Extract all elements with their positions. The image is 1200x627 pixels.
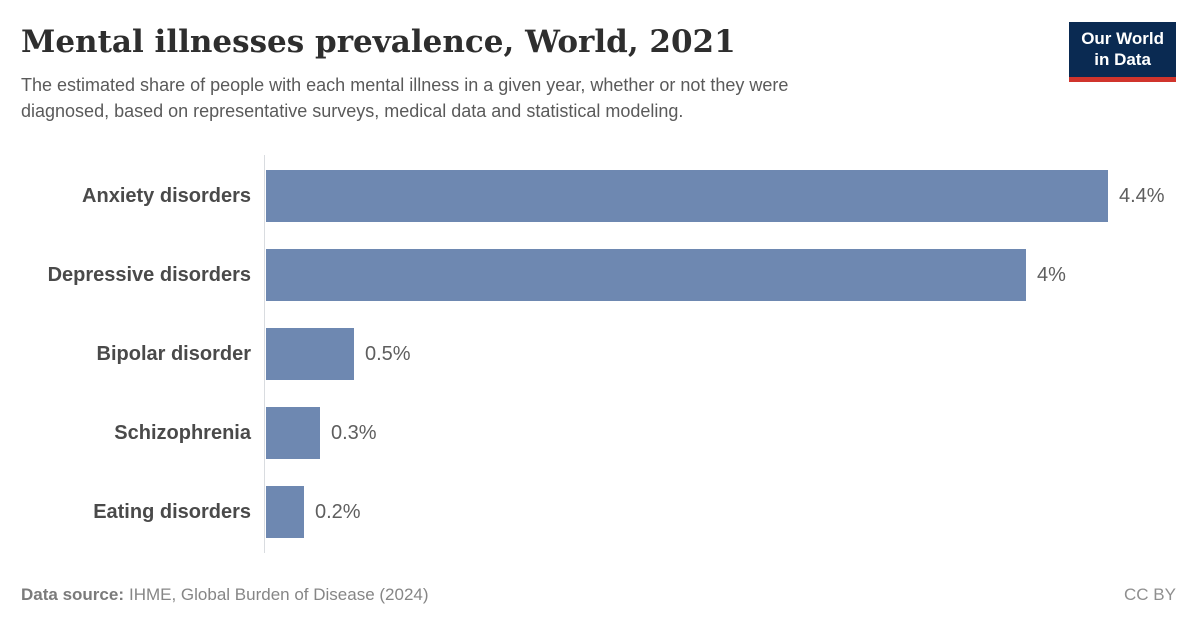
data-source-text: IHME, Global Burden of Disease (2024) [128,585,429,604]
category-label: Depressive disorders [47,263,251,286]
value-label: 0.3% [331,421,377,444]
bar-row-eating-disorders: Eating disorders 0.2% [21,486,1176,538]
title-block: Mental illnesses prevalence, World, 2021… [21,22,788,124]
y-axis-line [264,155,265,553]
bar-bipolar-disorder [266,328,354,380]
page-title: Mental illnesses prevalence, World, 2021 [21,24,736,60]
bar-row-schizophrenia: Schizophrenia 0.3% [21,407,1176,459]
license-cc-by[interactable]: CC BY [1124,585,1176,604]
value-label: 0.5% [365,342,411,365]
chart-footer: Data source: IHME, Global Burden of Disea… [21,585,1176,605]
category-label: Eating disorders [93,500,251,523]
value-label: 4% [1037,263,1066,286]
category-label: Schizophrenia [114,421,251,444]
value-label: 4.4% [1119,184,1165,207]
bar-depressive-disorders [266,249,1026,301]
bar-zone: 0.3% [265,407,1176,459]
chart-subtitle: The estimated share of people with each … [21,72,788,124]
bar-chart: Anxiety disorders 4.4% Depressive disord… [21,155,1176,553]
owid-logo[interactable]: Our World in Data [1069,22,1176,82]
bar-eating-disorders [266,486,304,538]
bar-zone: 4.4% [265,170,1176,222]
chart-header: Mental illnesses prevalence, World, 2021… [21,22,1176,124]
owid-logo-line-2: in Data [1094,50,1151,69]
category-label: Anxiety disorders [82,184,251,207]
bar-zone: 4% [265,249,1176,301]
bar-zone: 0.2% [265,486,1176,538]
bar-schizophrenia [266,407,320,459]
bar-anxiety-disorders [266,170,1108,222]
owid-logo-line-1: Our World [1081,29,1164,48]
data-source: Data source: IHME, Global Burden of Disea… [21,585,429,605]
bar-row-anxiety-disorders: Anxiety disorders 4.4% [21,170,1176,222]
value-label: 0.2% [315,500,361,523]
subtitle-line-2: diagnosed, based on representative surve… [21,101,684,121]
bar-row-depressive-disorders: Depressive disorders 4% [21,249,1176,301]
bar-row-bipolar-disorder: Bipolar disorder 0.5% [21,328,1176,380]
bar-zone: 0.5% [265,328,1176,380]
category-label: Bipolar disorder [96,342,251,365]
data-source-label: Data source: [21,585,124,604]
subtitle-line-1: The estimated share of people with each … [21,75,789,95]
